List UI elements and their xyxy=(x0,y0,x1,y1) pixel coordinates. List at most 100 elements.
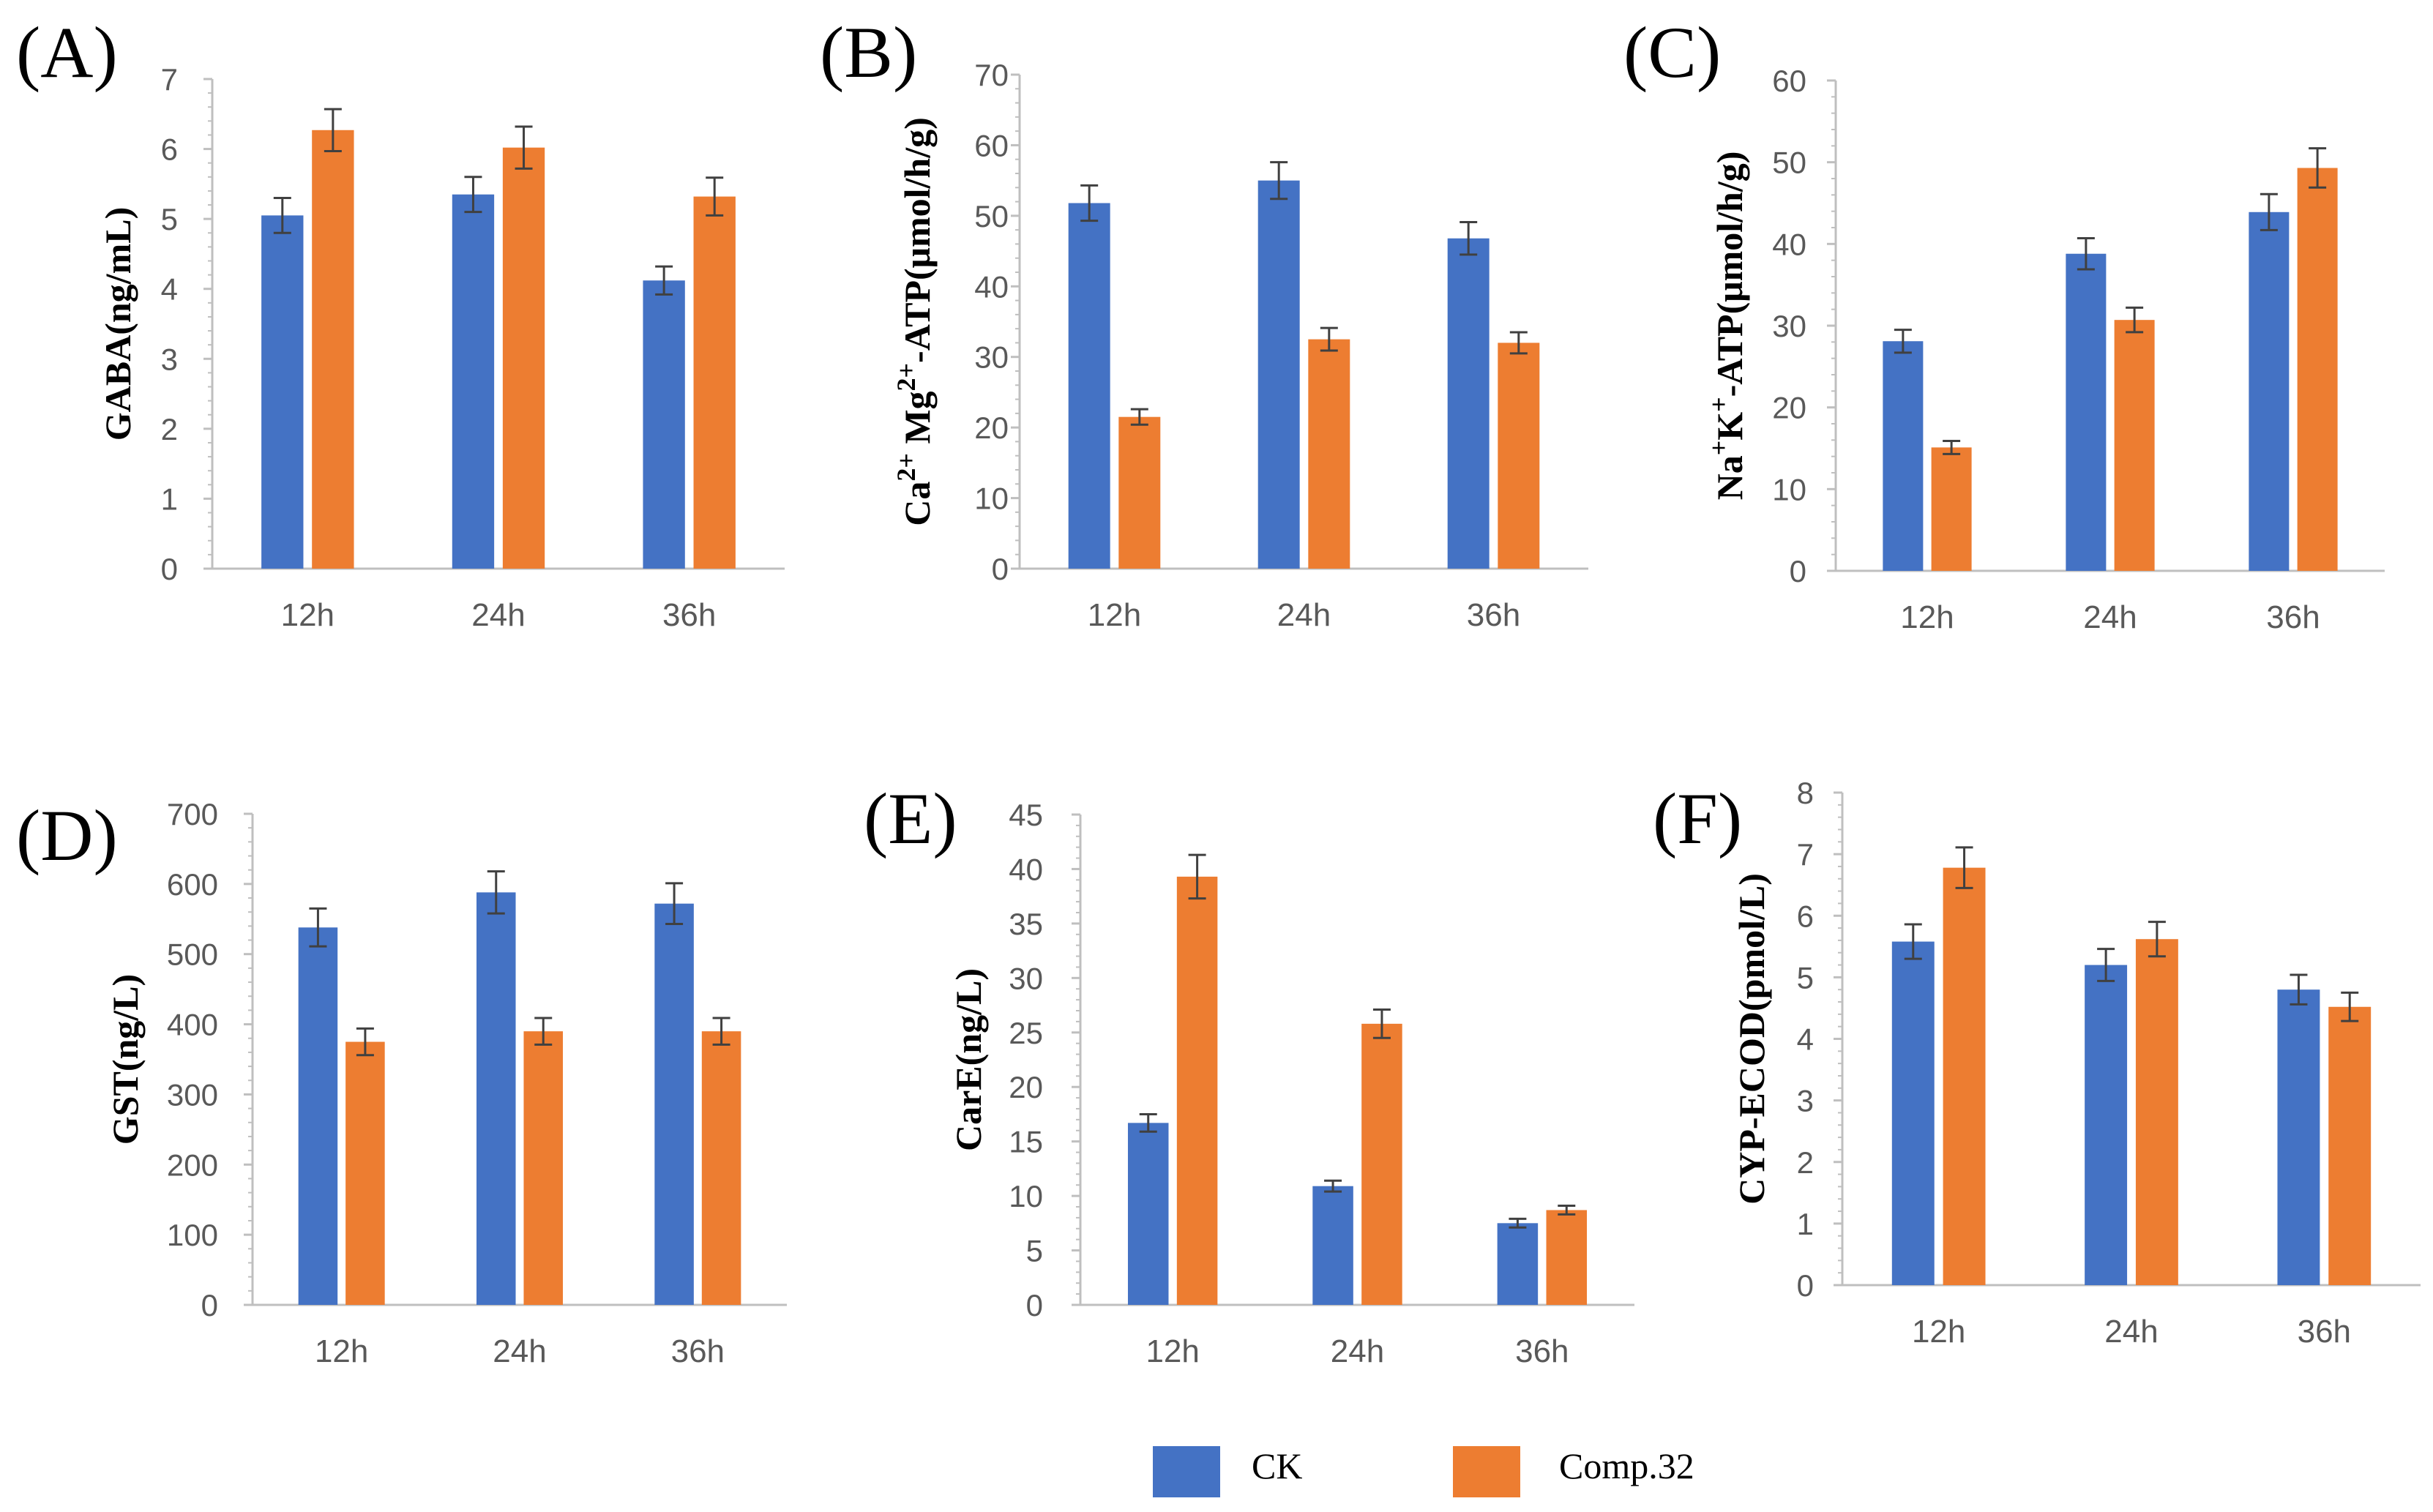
y-tick-label: 10 xyxy=(974,482,1009,516)
legend-label-ck: CK xyxy=(1252,1445,1302,1486)
x-category-label: 36h xyxy=(2298,1314,2351,1350)
bar-ck-12h xyxy=(1127,1123,1169,1305)
y-tick-label: 4 xyxy=(161,272,178,307)
y-tick-label: 30 xyxy=(974,340,1009,375)
y-tick-label: 2 xyxy=(1797,1145,1814,1180)
bar-comp-24h xyxy=(2114,320,2155,571)
bar-ck-12h xyxy=(298,927,338,1305)
y-tick-label: 5 xyxy=(1026,1234,1043,1268)
y-tick-label: 35 xyxy=(1009,907,1043,941)
x-category-label: 12h xyxy=(315,1333,368,1369)
y-tick-label: 50 xyxy=(974,199,1009,233)
bar-comp-12h xyxy=(345,1041,385,1305)
x-category-label: 36h xyxy=(1467,597,1520,633)
y-tick-label: 8 xyxy=(1797,776,1814,810)
panel-letter: (C) xyxy=(1623,12,1721,93)
chart-panel-1: (A) 0 1 2 3 4 5 6 7 GABA(ng/mL) 12h 24h 36h xyxy=(16,12,785,633)
x-category-label: 24h xyxy=(1331,1333,1384,1369)
y-axis-label: Ca2+ Mg2+-ATP(μmol/h/g) xyxy=(892,117,938,526)
y-tick-label: 40 xyxy=(1772,227,1806,261)
bar-ck-24h xyxy=(1257,180,1300,569)
x-category-label: 24h xyxy=(471,597,525,633)
bar-ck-36h xyxy=(1447,238,1490,569)
y-tick-label: 70 xyxy=(974,58,1009,92)
y-axis-label: CarE(ng/L) xyxy=(948,968,989,1151)
y-tick-label: 0 xyxy=(1026,1288,1043,1322)
y-tick-label: 0 xyxy=(1790,554,1806,588)
panel-letter: (B) xyxy=(820,12,917,93)
bar-comp-36h xyxy=(701,1031,741,1305)
y-tick-label: 3 xyxy=(1797,1084,1814,1118)
bar-ck-12h xyxy=(1068,203,1110,569)
bar-ck-36h xyxy=(2277,989,2320,1285)
bar-comp-12h xyxy=(1943,867,1986,1285)
bar-comp-36h xyxy=(2297,168,2338,571)
bar-ck-36h xyxy=(2249,212,2290,571)
y-tick-label: 3 xyxy=(161,342,178,376)
y-tick-label: 5 xyxy=(161,202,178,236)
y-tick-label: 45 xyxy=(1009,798,1043,832)
bar-ck-36h xyxy=(643,280,685,569)
y-tick-label: 5 xyxy=(1797,960,1814,995)
legend: CK Comp.32 xyxy=(1153,1445,1694,1497)
bar-comp-12h xyxy=(1176,876,1218,1305)
x-category-label: 12h xyxy=(281,597,335,633)
bar-comp-24h xyxy=(1308,339,1350,569)
bar-comp-36h xyxy=(693,196,736,569)
chart-panel-6: (F) 0 1 2 3 4 5 6 7 8 CYP-ECOD(pmol/L) 12h 24h 36h xyxy=(1653,776,2421,1350)
y-tick-label: 600 xyxy=(167,867,218,902)
y-axis-label: Na+K+-ATP(μmol/h/g) xyxy=(1704,151,1750,501)
y-tick-label: 7 xyxy=(1797,837,1814,872)
bar-comp-24h xyxy=(2135,939,2178,1285)
panel-letter: (F) xyxy=(1653,778,1742,859)
bar-ck-12h xyxy=(1891,941,1935,1285)
y-tick-label: 0 xyxy=(161,552,178,586)
x-category-label: 24h xyxy=(493,1333,546,1369)
y-tick-label: 50 xyxy=(1772,146,1806,180)
bar-comp-36h xyxy=(1498,343,1540,569)
legend-label-comp: Comp.32 xyxy=(1559,1445,1694,1486)
x-category-label: 12h xyxy=(1088,597,1141,633)
bar-ck-36h xyxy=(1497,1223,1539,1305)
legend-swatch-ck xyxy=(1153,1446,1220,1497)
chart-panel-3: (C) 0 10 20 30 40 50 60 Na+K+-ATP(μmol/h/g) 12h 24… xyxy=(1623,12,2385,635)
y-tick-label: 0 xyxy=(992,552,1009,586)
y-tick-label: 1 xyxy=(1797,1207,1814,1241)
y-tick-label: 6 xyxy=(1797,899,1814,933)
y-axis-label: GABA(ng/mL) xyxy=(97,207,138,441)
bar-ck-24h xyxy=(476,892,516,1305)
bar-ck-36h xyxy=(654,903,694,1305)
y-tick-label: 15 xyxy=(1009,1125,1043,1159)
bar-ck-24h xyxy=(2066,253,2107,571)
panel-letter: (D) xyxy=(16,795,118,876)
y-tick-label: 4 xyxy=(1797,1022,1814,1057)
y-tick-label: 25 xyxy=(1009,1016,1043,1050)
chart-panel-2: (B) 0 10 20 30 40 50 60 70 Ca2+ Mg2+-ATP(μmol/h/g… xyxy=(820,12,1588,633)
y-axis-label: GST(ng/L) xyxy=(105,974,146,1145)
y-tick-label: 40 xyxy=(1009,852,1043,886)
y-tick-label: 20 xyxy=(1772,391,1806,425)
x-category-label: 12h xyxy=(1900,599,1954,635)
y-tick-label: 20 xyxy=(974,411,1009,445)
bar-comp-36h xyxy=(1546,1210,1588,1305)
y-tick-label: 6 xyxy=(161,132,178,167)
y-tick-label: 10 xyxy=(1009,1179,1043,1213)
bar-comp-24h xyxy=(1361,1023,1402,1305)
legend-swatch-comp xyxy=(1453,1446,1520,1497)
bar-ck-12h xyxy=(261,215,304,569)
x-category-label: 24h xyxy=(1277,597,1331,633)
x-category-label: 36h xyxy=(662,597,716,633)
bar-comp-12h xyxy=(1118,416,1161,569)
y-tick-label: 30 xyxy=(1772,309,1806,343)
x-category-label: 36h xyxy=(2266,599,2320,635)
bar-comp-12h xyxy=(1931,447,1972,571)
bar-ck-24h xyxy=(1312,1186,1353,1305)
bar-comp-36h xyxy=(2328,1006,2372,1285)
y-axis-label: CYP-ECOD(pmol/L) xyxy=(1731,873,1772,1205)
y-tick-label: 7 xyxy=(161,62,178,97)
bar-comp-24h xyxy=(523,1031,564,1305)
chart-panel-5: (E) 0 5 10 15 20 25 30 35 40 45 CarE(ng/L) 12h 24h 36h xyxy=(864,778,1634,1369)
y-tick-label: 0 xyxy=(201,1288,218,1322)
